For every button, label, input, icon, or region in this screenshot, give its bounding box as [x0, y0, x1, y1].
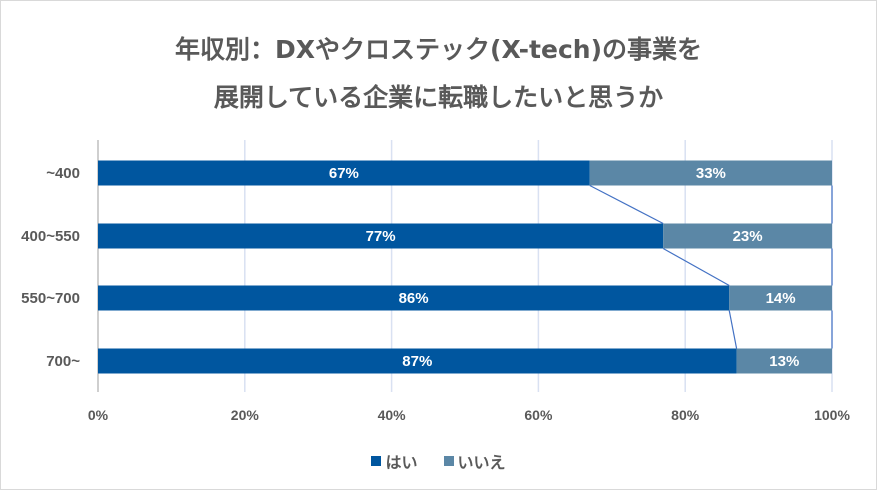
data-label: 14% — [766, 290, 796, 307]
x-tick-label: 60% — [524, 407, 553, 423]
x-tick-label: 20% — [231, 407, 260, 423]
series-line — [662, 247, 730, 287]
bar-segment-no — [729, 285, 832, 311]
data-label: 67% — [329, 165, 359, 182]
x-tick-label: 0% — [88, 407, 109, 423]
series-line — [589, 184, 664, 225]
data-label: 77% — [366, 228, 396, 245]
legend-item-yes: はい — [371, 449, 418, 473]
chart-title-line-2: 展開している企業に転職したいと思うか — [213, 83, 664, 112]
bar-segment-yes — [98, 348, 737, 374]
bar-segment-yes — [98, 223, 664, 249]
bar-segment-no — [663, 223, 832, 249]
data-label: 33% — [696, 165, 726, 182]
data-label: 87% — [402, 353, 432, 370]
data-label: 86% — [399, 290, 429, 307]
category-label: 550~700 — [21, 290, 80, 307]
bar-segment-yes — [98, 285, 730, 311]
category-label: 400~550 — [21, 228, 80, 245]
legend-label-no: いいえ — [457, 453, 506, 472]
chart-title-line-1: 年収別：DXやクロステック(X-tech)の事業を — [174, 35, 702, 64]
x-tick-label: 100% — [814, 407, 850, 423]
legend: はい いいえ — [0, 449, 877, 473]
legend-swatch-no — [443, 456, 454, 466]
category-label: ~400 — [46, 165, 80, 182]
x-tick-label: 40% — [378, 407, 407, 423]
legend-swatch-yes — [371, 456, 382, 466]
series-line — [728, 310, 738, 349]
legend-item-no: いいえ — [443, 449, 506, 473]
category-label: 700~ — [46, 353, 80, 370]
bar-segment-yes — [98, 160, 590, 186]
x-tick-label: 80% — [671, 407, 700, 423]
data-label: 23% — [733, 228, 763, 245]
data-label: 13% — [769, 353, 799, 370]
bar-segment-no — [736, 348, 832, 374]
bar-segment-no — [589, 160, 832, 186]
legend-label-yes: はい — [385, 453, 418, 472]
